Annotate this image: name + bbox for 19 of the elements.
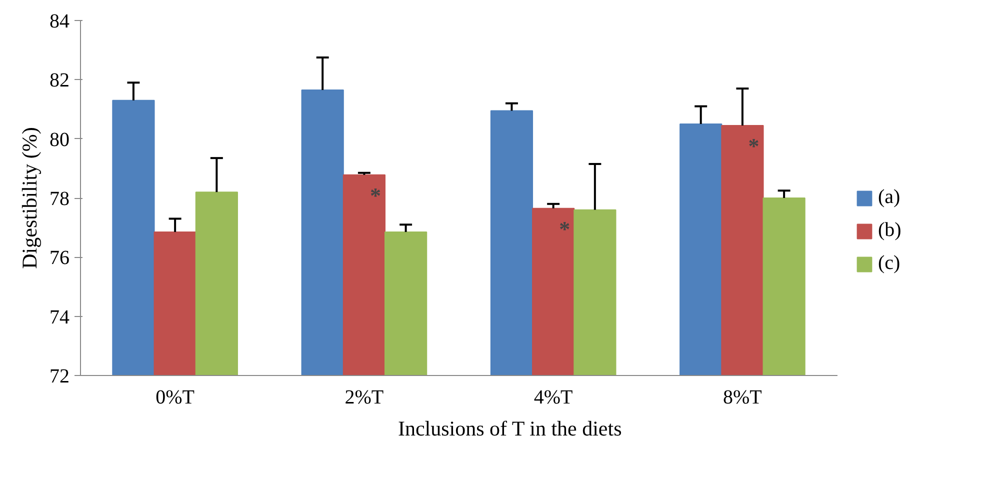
x-tick-label: 2%T [344, 386, 384, 408]
legend-label: (b) [878, 219, 902, 242]
y-axis-title: Digestibility (%) [18, 127, 42, 269]
y-tick-label: 80 [50, 128, 70, 151]
legend-label: (c) [878, 252, 900, 275]
x-tick-label: 8%T [723, 386, 762, 408]
y-tick-label: 78 [50, 188, 70, 210]
y-tick-label: 72 [50, 366, 70, 388]
y-tick-label: 82 [50, 70, 70, 92]
annotation: * [748, 134, 760, 159]
y-tick-label: 76 [50, 247, 70, 270]
y-tick-label: 84 [50, 10, 70, 32]
annotation: * [370, 182, 382, 208]
x-axis-title: Inclusions of T in the diets [398, 416, 622, 440]
legend-label: (a) [878, 186, 900, 209]
x-tick-label: 0%T [156, 386, 195, 408]
x-tick-label: 4%T [534, 386, 573, 408]
y-tick-label: 74 [50, 306, 70, 328]
annotation: * [559, 216, 570, 242]
